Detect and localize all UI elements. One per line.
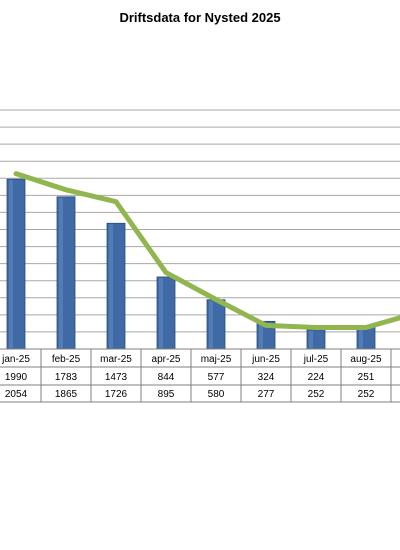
bar-series [6,178,376,350]
x-tick-label-4: maj-25 [201,354,232,365]
bar-highlight-mar-25 [109,224,113,348]
table-cell-r0-c4: 577 [208,372,225,383]
x-tick-label-6: jul-25 [303,354,329,365]
bar-highlight-maj-25 [209,300,213,348]
line-series [13,171,400,330]
table-cell-r1-c2: 1726 [105,389,128,400]
chart-title: Driftsdata for Nysted 2025 [119,10,281,25]
table-cell-r1-c4: 580 [208,389,225,400]
x-tick-label-3: apr-25 [152,354,181,365]
bar-highlight-jan-25 [9,180,13,348]
table-cell-r0-c7: 251 [358,372,375,383]
x-tick-label-1: feb-25 [52,354,81,365]
table-cell-r0-c3: 844 [158,372,175,383]
table-cell-r0-c5: 324 [258,372,275,383]
table-cell-r1-c6: 252 [308,389,325,400]
table-cell-r1-c3: 895 [158,389,175,400]
bar-highlight-feb-25 [59,197,63,348]
table-cell-r0-c0: 1990 [5,372,28,383]
x-tick-label-0: jan-25 [1,354,30,365]
x-tick-label-7: aug-25 [350,354,382,365]
gridlines [0,109,400,333]
bar-highlight-jun-25 [259,322,263,348]
table-cell-r1-c1: 1865 [55,389,78,400]
bar-highlight-aug-25 [359,328,363,348]
table-cell-r1-c0: 2054 [5,389,28,400]
bar-highlight-jul-25 [309,330,313,348]
table-cell-r0-c2: 1473 [105,372,128,383]
data-table: jan-25 feb-25 mar-25 apr-25 maj-25 jun-25 jul-… [0,348,400,403]
bar-highlight-apr-25 [159,277,163,348]
x-tick-label-5: jun-25 [251,354,280,365]
x-tick-label-2: mar-25 [100,354,132,365]
table-cell-r1-c5: 277 [258,389,275,400]
table-cell-r0-c1: 1783 [55,372,78,383]
table-cell-r0-c6: 224 [308,372,325,383]
table-cell-r1-c7: 252 [358,389,375,400]
